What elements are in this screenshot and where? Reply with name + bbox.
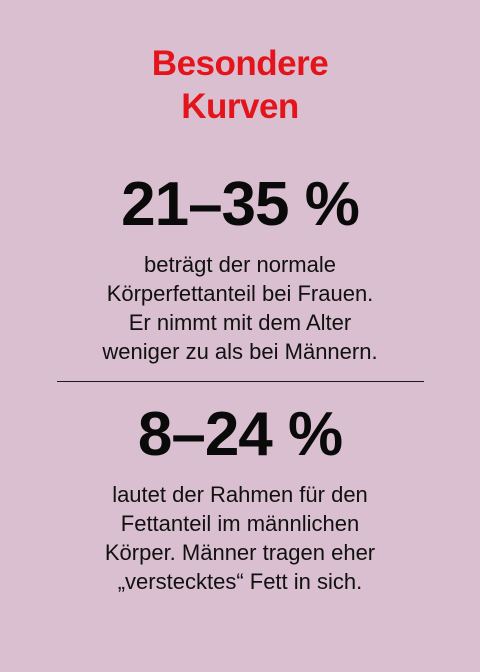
description-line: beträgt der normale [144, 252, 336, 277]
female-description: beträgt der normale Körperfettanteil bei… [0, 250, 480, 366]
description-line: weniger zu als bei Männern. [102, 339, 378, 364]
description-line: Körper. Männer tragen eher [104, 540, 376, 565]
description-line: „verstecktes“ Fett in sich. [117, 569, 363, 594]
headline-line-1: Besondere [151, 44, 329, 83]
description-line: Fettanteil im männlichen [120, 511, 360, 536]
male-body-fat-range: 8–24 % [137, 400, 343, 469]
section-divider [57, 381, 424, 382]
male-description: lautet der Rahmen für den Fettanteil im … [0, 480, 480, 596]
description-line: lautet der Rahmen für den [112, 482, 368, 507]
description-line: Er nimmt mit dem Alter [128, 310, 352, 335]
headline: Besondere Kurven [0, 42, 480, 128]
headline-line-2: Kurven [181, 87, 299, 126]
female-body-fat-range: 21–35 % [121, 170, 360, 239]
description-line: Körperfettanteil bei Frauen. [106, 281, 374, 306]
